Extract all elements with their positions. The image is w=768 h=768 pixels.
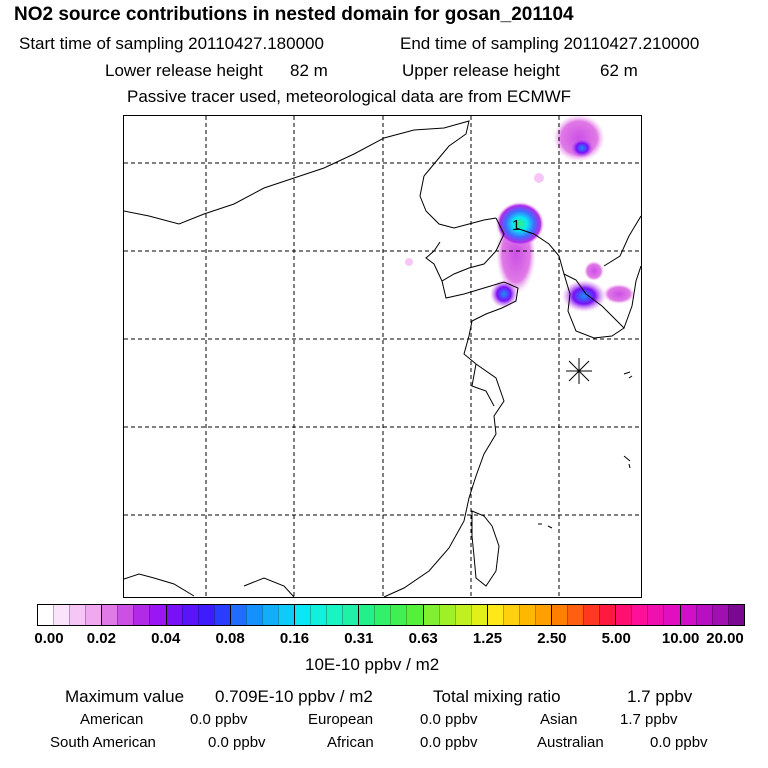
colorbar-cell [133, 605, 150, 625]
colorbar-cell [518, 605, 535, 625]
region-value: 0.0 ppbv [420, 734, 478, 751]
colorbar-cell [438, 605, 455, 625]
colorbar-tick-label: 10.00 [661, 630, 700, 647]
colorbar-cell [679, 605, 696, 625]
plume-speck [534, 173, 544, 183]
region-value: 0.0 ppbv [190, 711, 248, 728]
colorbar-cell [326, 605, 343, 625]
region-name: Australian [537, 734, 604, 751]
colorbar-cell [229, 605, 246, 625]
colorbar-tick-label: 0.04 [151, 630, 181, 647]
region-value: 0.0 ppbv [650, 734, 708, 751]
max-value: 0.709E-10 ppbv / m2 [215, 687, 373, 706]
colorbar-cell [390, 605, 407, 625]
colorbar-tick-label: 5.00 [601, 630, 631, 647]
colorbar-cell [406, 605, 423, 625]
colorbar-cell [294, 605, 311, 625]
colorbar-tick-label: 0.08 [215, 630, 245, 647]
region-name: American [80, 711, 144, 728]
colorbar-cell [695, 605, 712, 625]
concentration-plumes [405, 116, 635, 312]
tracer-note: Passive tracer used, meteorological data… [127, 87, 572, 106]
colorbar-cell [53, 605, 70, 625]
colorbar-cell [631, 605, 648, 625]
colorbar-cell [245, 605, 262, 625]
plume-north-core [570, 138, 594, 158]
plume-source-1 [496, 202, 544, 246]
region-value: 0.0 ppbv [420, 711, 478, 728]
colorbar-cell [502, 605, 519, 625]
colorbar-cell [374, 605, 391, 625]
colorbar-cell [101, 605, 118, 625]
total-mixing-value: 1.7 ppbv [627, 687, 693, 706]
colorbar-cell [663, 605, 680, 625]
colorbar-cell [117, 605, 134, 625]
plume-korea-north [584, 261, 604, 281]
region-name: Asian [540, 711, 578, 728]
start-time-label: Start time of sampling 20110427.180000 [19, 34, 324, 53]
colorbar-cell [534, 605, 551, 625]
colorbar-cell [551, 605, 568, 625]
total-mixing-label: Total mixing ratio [433, 687, 561, 706]
plume-speck [405, 258, 413, 266]
colorbar-cell [277, 605, 294, 625]
coastlines [124, 120, 641, 597]
source-number-label: 1 [512, 217, 520, 234]
colorbar-tick-label: 0.63 [408, 630, 438, 647]
region-name: African [327, 734, 374, 751]
colorbar-cell [358, 605, 375, 625]
lower-release-value: 82 m [290, 61, 328, 80]
colorbar-tick-label: 0.16 [279, 630, 310, 647]
colorbar-cell [165, 605, 182, 625]
upper-release-label: Upper release height [402, 61, 560, 80]
colorbar-tick-label: 0.00 [34, 630, 64, 647]
colorbar-cell [213, 605, 230, 625]
colorbar-cell [615, 605, 632, 625]
colorbar-cell [711, 605, 728, 625]
colorbar-cell [647, 605, 664, 625]
colorbar-cell [38, 605, 54, 625]
colorbar-cell [181, 605, 198, 625]
region-name: European [308, 711, 374, 728]
map-panel: 1 [123, 115, 642, 598]
colorbar-tick-label: 0.31 [344, 630, 374, 647]
colorbar-tick-label: 0.02 [86, 630, 116, 647]
colorbar-cell [567, 605, 584, 625]
station-marker-icon [566, 358, 592, 384]
colorbar-cell [486, 605, 503, 625]
region-value: 1.7 ppbv [620, 711, 678, 728]
map-canvas: 1 [124, 116, 641, 597]
colorbar-cell [85, 605, 102, 625]
end-time-label: End time of sampling 20110427.210000 [400, 34, 700, 53]
colorbar-cell [310, 605, 327, 625]
colorbar-cell [422, 605, 439, 625]
colorbar-unit-label: 10E-10 ppbv / m2 [305, 655, 440, 674]
upper-release-value: 62 m [600, 61, 638, 80]
colorbar-cell [149, 605, 166, 625]
colorbar-tick-label: 2.50 [537, 630, 567, 647]
colorbar-cell [197, 605, 214, 625]
lat-lon-grid [124, 116, 641, 597]
colorbar-cell [583, 605, 600, 625]
colorbar-tick-label: 1.25 [472, 630, 503, 647]
colorbar-cell [599, 605, 616, 625]
region-name: South American [50, 734, 156, 751]
colorbar-cell [69, 605, 86, 625]
lower-release-label: Lower release height [105, 61, 263, 80]
colorbar-cell [342, 605, 359, 625]
plume-shandong [490, 280, 518, 308]
region-value: 0.0 ppbv [208, 734, 266, 751]
colorbar-tick-label: 20.00 [706, 630, 744, 647]
max-value-label: Maximum value [65, 687, 185, 706]
colorbar-cell [261, 605, 278, 625]
colorbar-cell [454, 605, 471, 625]
plume-korea [562, 280, 606, 312]
plume-east-sea [603, 284, 635, 304]
colorbar-cell [470, 605, 487, 625]
colorbar-cell [727, 605, 744, 625]
colorbar [37, 604, 745, 626]
plot-title: NO2 source contributions in nested domai… [14, 4, 574, 25]
